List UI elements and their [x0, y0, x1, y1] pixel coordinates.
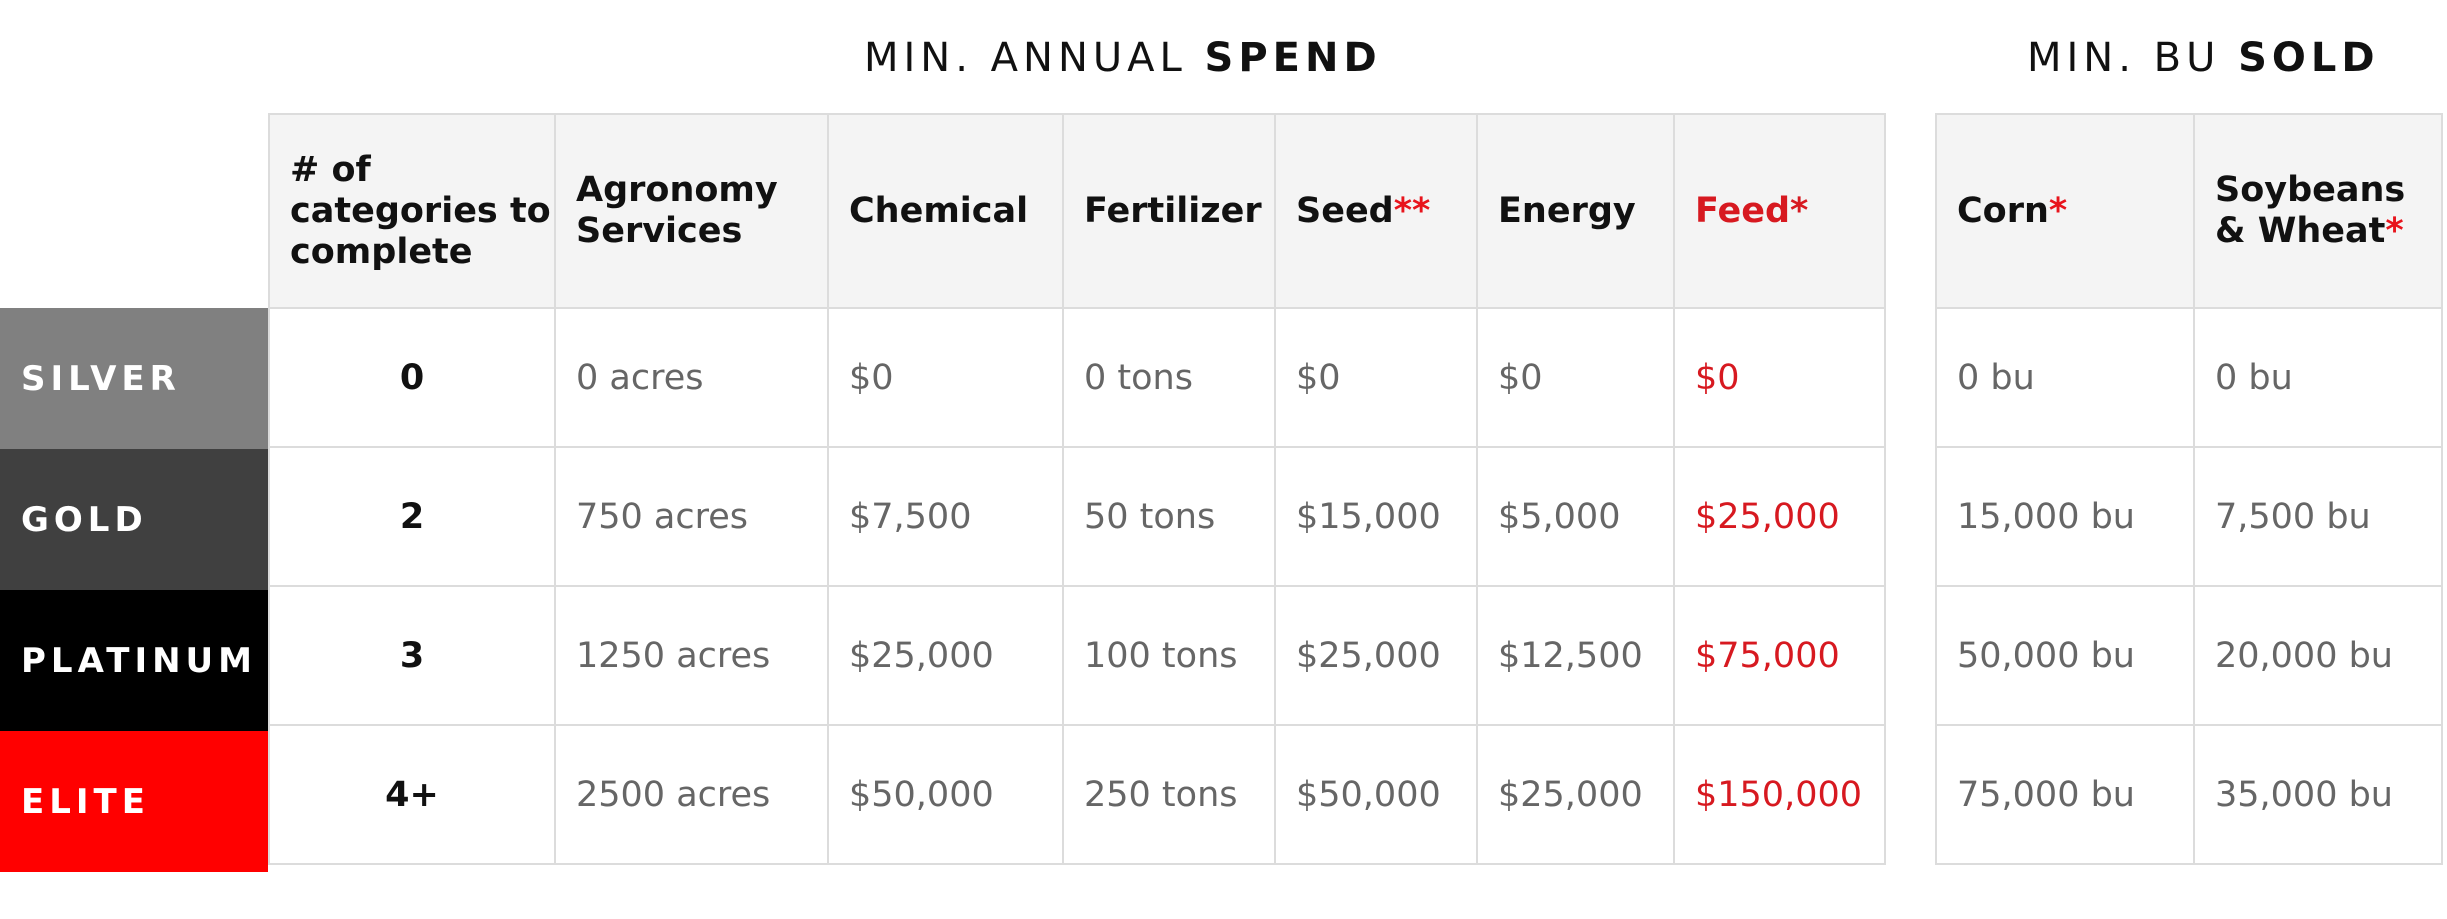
gold-energy: $5,000: [1476, 446, 1675, 587]
gold-corn: 15,000 bu: [1935, 446, 2195, 587]
platinum-seed: $25,000: [1274, 585, 1478, 726]
silver-soybeans-wheat: 0 bu: [2193, 307, 2443, 448]
platinum-chemical: $25,000: [827, 585, 1064, 726]
header-feed-label: Feed: [1695, 190, 1791, 231]
header-seed: Seed**: [1274, 113, 1478, 309]
table-row: 0 bu 0 bu: [1935, 307, 2443, 448]
header-categories-count: # of categories to complete: [268, 113, 556, 309]
table-row: 50,000 bu 20,000 bu: [1935, 585, 2443, 726]
spend-header-row: # of categories to complete Agronomy Ser…: [268, 113, 1886, 309]
min-bu-sold-table: Corn* Soybeans & Wheat* 0 bu 0 bu 15,000…: [1935, 113, 2443, 865]
elite-chemical: $50,000: [827, 724, 1064, 865]
table-row: 4+ 2500 acres $50,000 250 tons $50,000 $…: [268, 724, 1886, 865]
min-bu-sold-heading: MIN. BU SOLD: [2027, 28, 2380, 88]
table-row: 3 1250 acres $25,000 100 tons $25,000 $1…: [268, 585, 1886, 726]
gold-soybeans-wheat: 7,500 bu: [2193, 446, 2443, 587]
header-corn-label: Corn: [1957, 190, 2049, 231]
table-row: 75,000 bu 35,000 bu: [1935, 724, 2443, 865]
elite-agronomy: 2500 acres: [554, 724, 829, 865]
platinum-categories-count: 3: [268, 585, 556, 726]
header-soybeans-wheat-footnote-mark: *: [2385, 211, 2404, 251]
elite-energy: $25,000: [1476, 724, 1675, 865]
platinum-soybeans-wheat: 20,000 bu: [2193, 585, 2443, 726]
sold-heading-bold: SOLD: [2238, 35, 2380, 81]
table-row: 2 750 acres $7,500 50 tons $15,000 $5,00…: [268, 446, 1886, 587]
elite-corn: 75,000 bu: [1935, 724, 2195, 865]
header-feed-footnote-mark: *: [1790, 190, 1809, 231]
spend-heading-light: MIN. ANNUAL: [864, 35, 1205, 81]
gold-agronomy: 750 acres: [554, 446, 829, 587]
gold-seed: $15,000: [1274, 446, 1478, 587]
silver-agronomy: 0 acres: [554, 307, 829, 448]
silver-chemical: $0: [827, 307, 1064, 448]
tier-label-gold: GOLD: [0, 449, 268, 590]
silver-fertilizer: 0 tons: [1062, 307, 1276, 448]
elite-seed: $50,000: [1274, 724, 1478, 865]
header-chemical: Chemical: [827, 113, 1064, 309]
header-energy: Energy: [1476, 113, 1675, 309]
platinum-energy: $12,500: [1476, 585, 1675, 726]
header-feed: Feed*: [1673, 113, 1886, 309]
header-corn: Corn*: [1935, 113, 2195, 309]
silver-categories-count: 0: [268, 307, 556, 448]
platinum-corn: 50,000 bu: [1935, 585, 2195, 726]
header-seed-footnote-mark: **: [1393, 190, 1431, 231]
elite-categories-count: 4+: [268, 724, 556, 865]
table-row: 0 0 acres $0 0 tons $0 $0 $0: [268, 307, 1886, 448]
min-annual-spend-table: # of categories to complete Agronomy Ser…: [268, 113, 1886, 865]
silver-energy: $0: [1476, 307, 1675, 448]
header-seed-label: Seed: [1296, 190, 1394, 231]
header-soybeans-wheat: Soybeans & Wheat*: [2193, 113, 2443, 309]
spend-heading-bold: SPEND: [1204, 35, 1382, 81]
min-annual-spend-heading: MIN. ANNUAL SPEND: [864, 28, 1382, 88]
gold-fertilizer: 50 tons: [1062, 446, 1276, 587]
table-row: 15,000 bu 7,500 bu: [1935, 446, 2443, 587]
header-soybeans-wheat-label: Soybeans & Wheat: [2215, 170, 2406, 251]
platinum-feed: $75,000: [1673, 585, 1886, 726]
silver-corn: 0 bu: [1935, 307, 2195, 448]
header-agronomy-services: Agronomy Services: [554, 113, 829, 309]
sold-heading-light: MIN. BU: [2027, 35, 2239, 81]
tier-label-platinum: PLATINUM: [0, 590, 268, 731]
gold-categories-count: 2: [268, 446, 556, 587]
tier-labels: SILVER GOLD PLATINUM ELITE: [0, 308, 268, 872]
silver-seed: $0: [1274, 307, 1478, 448]
platinum-agronomy: 1250 acres: [554, 585, 829, 726]
platinum-fertilizer: 100 tons: [1062, 585, 1276, 726]
header-fertilizer: Fertilizer: [1062, 113, 1276, 309]
gold-chemical: $7,500: [827, 446, 1064, 587]
tier-label-elite: ELITE: [0, 731, 268, 872]
gold-feed: $25,000: [1673, 446, 1886, 587]
tier-label-silver: SILVER: [0, 308, 268, 449]
sold-header-row: Corn* Soybeans & Wheat*: [1935, 113, 2443, 309]
header-corn-footnote-mark: *: [2048, 190, 2068, 231]
silver-feed: $0: [1673, 307, 1886, 448]
elite-soybeans-wheat: 35,000 bu: [2193, 724, 2443, 865]
elite-fertilizer: 250 tons: [1062, 724, 1276, 865]
elite-feed: $150,000: [1673, 724, 1886, 865]
